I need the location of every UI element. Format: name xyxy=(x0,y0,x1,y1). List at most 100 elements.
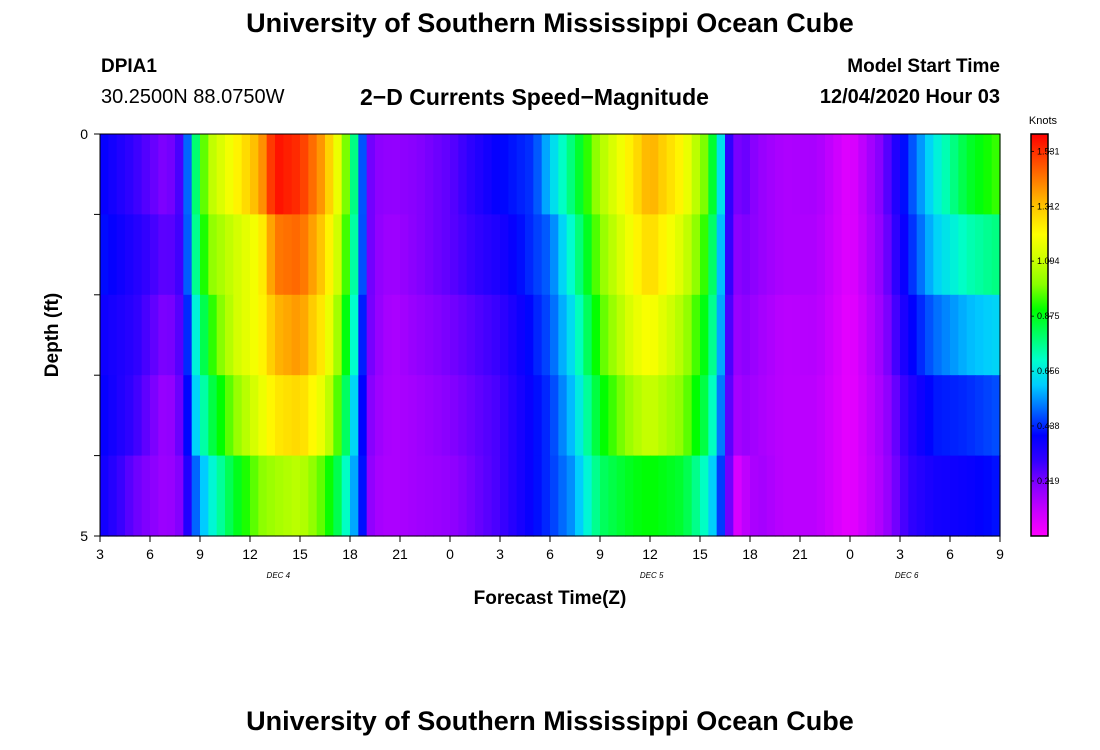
heat-cell xyxy=(300,455,309,537)
heat-cell xyxy=(225,294,234,376)
heat-cell xyxy=(566,375,576,457)
heat-cell xyxy=(108,134,118,215)
heat-cell xyxy=(941,375,951,457)
heat-cell xyxy=(416,294,426,376)
colorbar-unit: Knots xyxy=(1029,115,1058,127)
heat-cell xyxy=(558,294,568,376)
heat-cell xyxy=(841,375,851,457)
heat-cell xyxy=(233,455,243,537)
heat-cell xyxy=(491,375,501,457)
heat-cell xyxy=(458,294,468,376)
heat-cell xyxy=(683,455,693,537)
y-axis-title: Depth (ft) xyxy=(42,293,63,377)
heat-cell xyxy=(483,294,493,376)
heat-cell xyxy=(758,214,768,296)
heat-cell xyxy=(575,214,584,296)
heat-cell xyxy=(808,214,818,296)
heat-cell xyxy=(641,375,651,457)
heat-cell xyxy=(925,375,934,457)
heat-cell xyxy=(975,375,984,457)
heat-cell xyxy=(741,375,751,457)
heat-cell xyxy=(883,455,893,537)
heat-cell xyxy=(491,455,501,537)
heat-cell xyxy=(508,375,518,457)
heat-cell xyxy=(733,214,743,296)
heat-cell xyxy=(975,294,984,376)
heat-cell xyxy=(141,455,151,537)
heat-cell xyxy=(675,134,684,215)
heat-cell xyxy=(866,455,876,537)
heat-cell xyxy=(383,294,393,376)
heat-cell xyxy=(641,294,651,376)
heat-cell xyxy=(991,294,1001,376)
heat-cell xyxy=(691,214,701,296)
heat-cell xyxy=(883,294,893,376)
x-tick-label: 21 xyxy=(392,546,408,562)
heat-cell xyxy=(491,214,501,296)
heat-cell xyxy=(283,134,293,215)
colorbar-tick-label: 0.875 xyxy=(1037,311,1060,321)
heat-cell xyxy=(616,294,626,376)
heat-cell xyxy=(258,134,268,215)
heat-cell xyxy=(716,294,726,376)
heat-cell xyxy=(783,134,793,215)
heat-cell xyxy=(175,455,184,537)
heat-cell xyxy=(458,214,468,296)
heat-cell xyxy=(708,134,718,215)
heat-cell xyxy=(150,294,159,376)
heat-cell xyxy=(725,134,734,215)
heat-cell xyxy=(266,455,276,537)
heat-cell xyxy=(625,294,634,376)
heat-cell xyxy=(500,134,509,215)
heat-cell xyxy=(100,294,109,376)
heat-cell xyxy=(791,214,801,296)
heat-cell xyxy=(616,375,626,457)
heat-cell xyxy=(441,214,451,296)
heatmap-cells xyxy=(100,134,1001,537)
heat-cell xyxy=(600,134,609,215)
heat-cell xyxy=(183,134,193,215)
heat-cell xyxy=(441,375,451,457)
heat-cell xyxy=(925,455,934,537)
heat-cell xyxy=(791,134,801,215)
heat-cell xyxy=(883,375,893,457)
heat-cell xyxy=(108,375,118,457)
heat-cell xyxy=(841,455,851,537)
heat-cell xyxy=(358,134,368,215)
colorbar-tick-label: 1.312 xyxy=(1037,201,1060,211)
heat-cell xyxy=(308,455,318,537)
heat-cell xyxy=(958,294,968,376)
heat-cell xyxy=(800,455,809,537)
heat-cell xyxy=(541,375,551,457)
heat-cell xyxy=(866,375,876,457)
heat-cell xyxy=(716,455,726,537)
heat-cell xyxy=(650,294,659,376)
heat-cell xyxy=(283,455,293,537)
heat-cell xyxy=(475,214,484,296)
heat-cell xyxy=(666,214,676,296)
heat-cell xyxy=(483,214,493,296)
station-id: DPIA1 xyxy=(101,56,157,77)
heat-cell xyxy=(633,134,643,215)
heat-cell xyxy=(175,214,184,296)
heat-cell xyxy=(150,134,159,215)
heat-cell xyxy=(425,455,434,537)
heat-cell xyxy=(791,375,801,457)
heat-cell xyxy=(816,455,826,537)
colorbar-gradient xyxy=(1030,133,1049,537)
heat-cell xyxy=(383,375,393,457)
heat-cell xyxy=(700,294,709,376)
heat-cell xyxy=(358,214,368,296)
heat-cell xyxy=(116,214,126,296)
heat-cell xyxy=(700,214,709,296)
heat-cell xyxy=(275,455,284,537)
heat-cell xyxy=(908,294,918,376)
heat-cell xyxy=(416,214,426,296)
heat-cell xyxy=(225,214,234,296)
heat-cell xyxy=(758,294,768,376)
heat-cell xyxy=(683,134,693,215)
heat-cell xyxy=(516,134,526,215)
heat-cell xyxy=(300,134,309,215)
heat-cell xyxy=(641,214,651,296)
heat-cell xyxy=(458,134,468,215)
